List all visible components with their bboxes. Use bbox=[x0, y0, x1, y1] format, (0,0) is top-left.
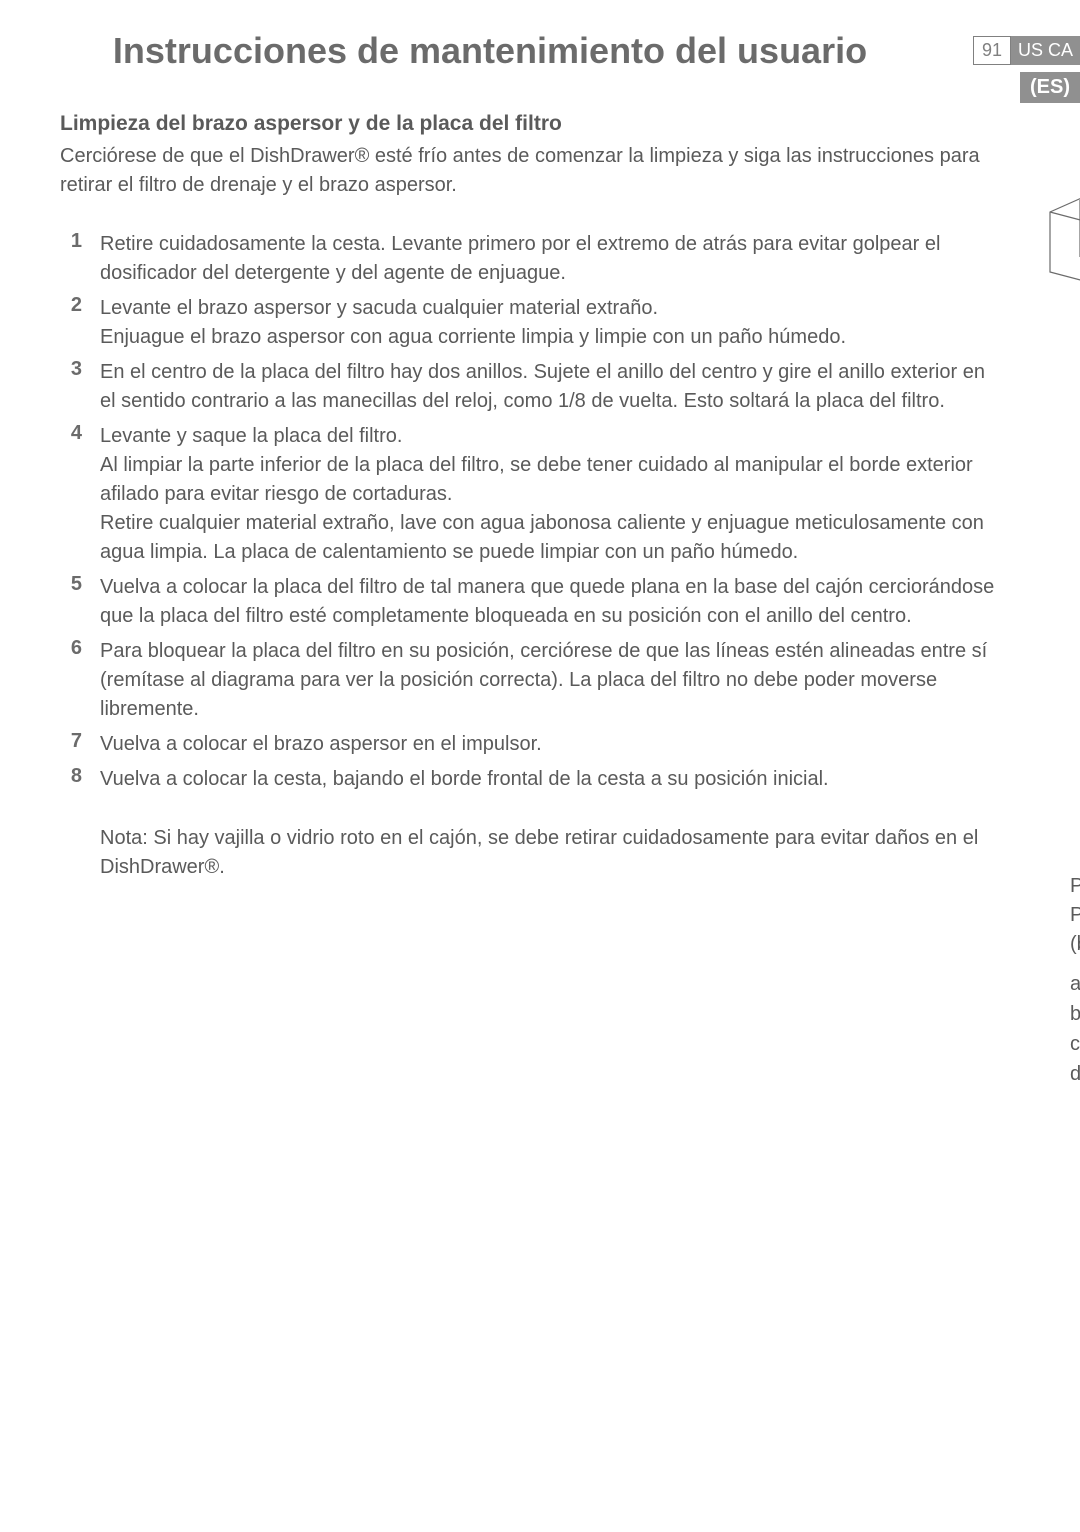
step-number: 2 bbox=[60, 294, 82, 352]
exploded-diagram: 1 2 3 4 bbox=[1030, 102, 1080, 462]
diagram-column: 1 2 3 4 bbox=[1030, 112, 1080, 1089]
list-item: 4 Levante y saque la placa del filtro. A… bbox=[60, 422, 1000, 567]
step-number: 8 bbox=[60, 765, 82, 794]
language-badge: (ES) bbox=[1020, 72, 1080, 103]
step-text: Retire cuidadosamente la cesta. Levante … bbox=[100, 230, 1000, 288]
list-item: 5 Vuelva a colocar la placa del filtro d… bbox=[60, 573, 1000, 631]
legend-item: d Anillo del centro bbox=[1070, 1059, 1080, 1089]
step-text: En el centro de la placa del filtro hay … bbox=[100, 358, 1000, 416]
region-code: US CA bbox=[1011, 36, 1080, 65]
step-number: 7 bbox=[60, 730, 82, 759]
legend-item: a Anillo exterior bbox=[1070, 969, 1080, 999]
legend-item: c Marcas de alineación correcta bbox=[1070, 1029, 1080, 1059]
note-text: Nota: Si hay vajilla o vidrio roto en el… bbox=[100, 824, 1000, 882]
legend-item: b Propulsor bbox=[1070, 999, 1080, 1029]
text-column: Limpieza del brazo aspersor y de la plac… bbox=[60, 112, 1000, 1089]
step-number: 5 bbox=[60, 573, 82, 631]
diagram-caption: Posición de bloqueo correcta de la Placa… bbox=[1070, 872, 1080, 959]
page-title: Instrucciones de mantenimiento del usuar… bbox=[60, 30, 920, 72]
step-number: 6 bbox=[60, 637, 82, 724]
exploded-diagram-svg bbox=[1030, 102, 1080, 462]
section-subtitle: Limpieza del brazo aspersor y de la plac… bbox=[60, 112, 1000, 136]
list-item: 1 Retire cuidadosamente la cesta. Levant… bbox=[60, 230, 1000, 288]
step-text: Vuelva a colocar el brazo aspersor en el… bbox=[100, 730, 542, 759]
steps-list: 1 Retire cuidadosamente la cesta. Levant… bbox=[60, 230, 1000, 794]
step-number: 1 bbox=[60, 230, 82, 288]
step-text: Levante el brazo aspersor y sacuda cualq… bbox=[100, 294, 846, 352]
diagram-legend: a Anillo exterior b Propulsor c Marcas d… bbox=[1070, 969, 1080, 1089]
step-number: 3 bbox=[60, 358, 82, 416]
page-number: 91 bbox=[973, 36, 1011, 65]
step-text: Levante y saque la placa del filtro. Al … bbox=[100, 422, 1000, 567]
lock-diagram-svg bbox=[1070, 522, 1080, 852]
step-number: 4 bbox=[60, 422, 82, 567]
lock-diagram: a b c d bbox=[1070, 522, 1080, 852]
step-text: Vuelva a colocar la cesta, bajando el bo… bbox=[100, 765, 829, 794]
section-intro: Cerciórese de que el DishDrawer® esté fr… bbox=[60, 142, 1000, 200]
list-item: 8 Vuelva a colocar la cesta, bajando el … bbox=[60, 765, 1000, 794]
list-item: 7 Vuelva a colocar el brazo aspersor en … bbox=[60, 730, 1000, 759]
step-text: Vuelva a colocar la placa del filtro de … bbox=[100, 573, 1000, 631]
list-item: 6 Para bloquear la placa del filtro en s… bbox=[60, 637, 1000, 724]
list-item: 3 En el centro de la placa del filtro ha… bbox=[60, 358, 1000, 416]
page-header: Instrucciones de mantenimiento del usuar… bbox=[0, 0, 1080, 82]
page-badge: 91 US CA bbox=[973, 36, 1080, 65]
list-item: 2 Levante el brazo aspersor y sacuda cua… bbox=[60, 294, 1000, 352]
step-text: Para bloquear la placa del filtro en su … bbox=[100, 637, 1000, 724]
